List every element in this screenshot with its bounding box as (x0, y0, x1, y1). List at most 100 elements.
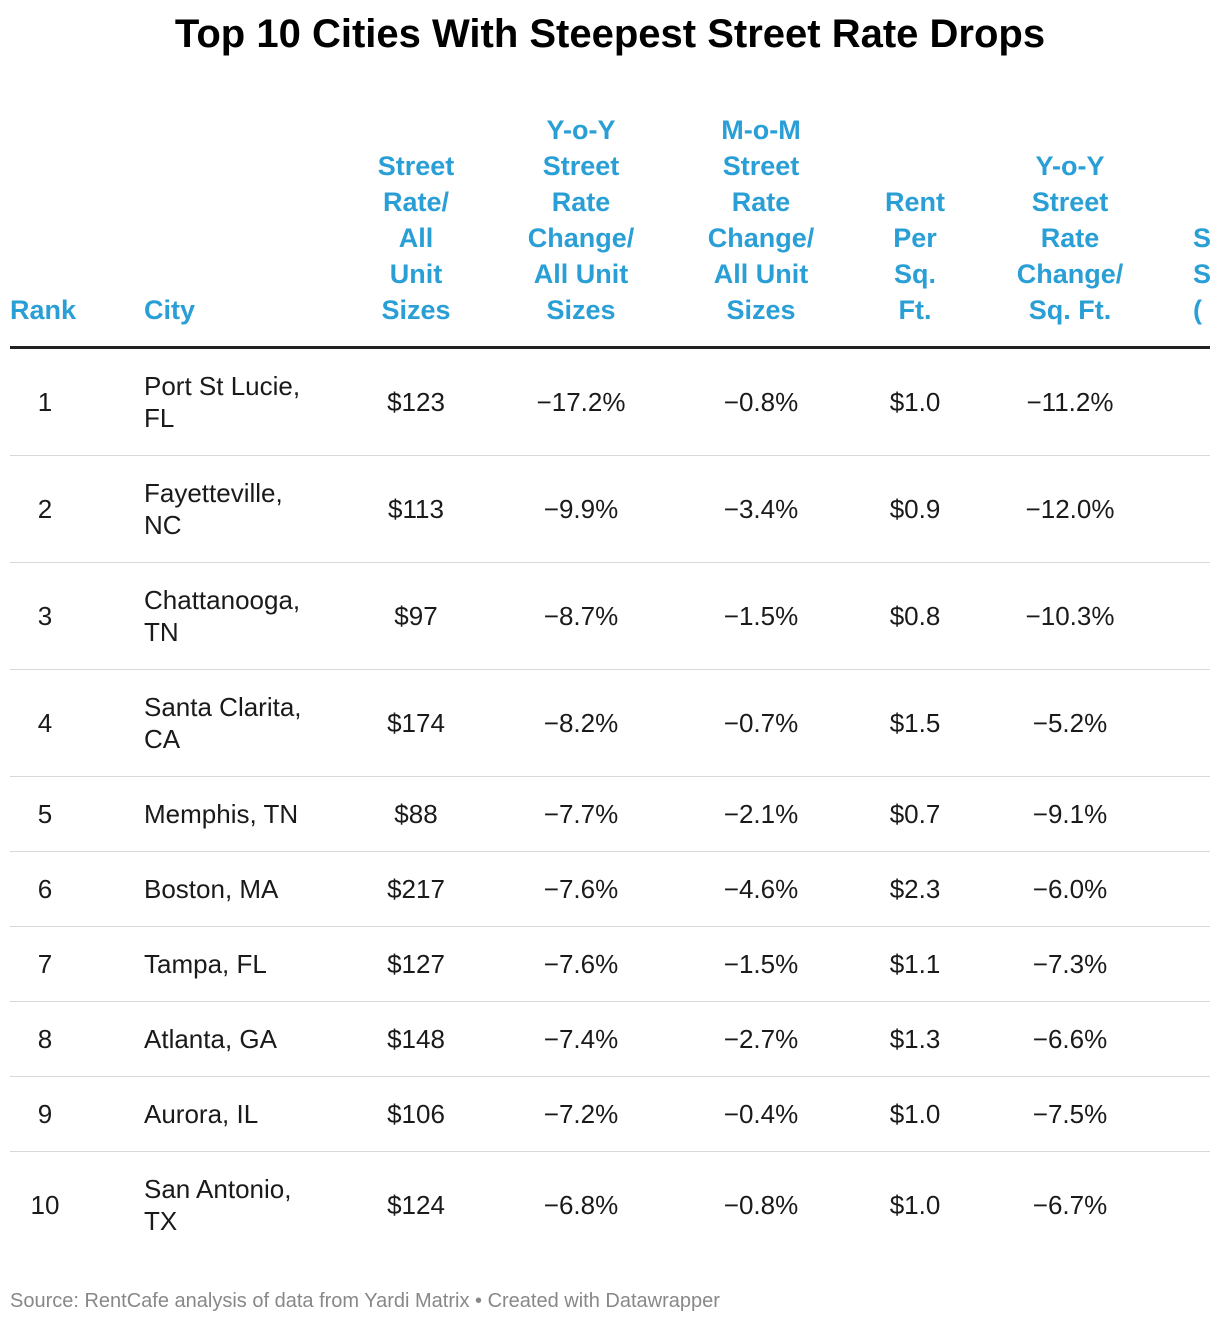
table-cell: −8.2% (488, 669, 674, 777)
cell-value: −0.8% (723, 1190, 799, 1220)
table-cell: $1.3 (848, 1001, 982, 1077)
header-line: Rate (1040, 223, 1100, 253)
table-cell: −6.6% (982, 1001, 1158, 1077)
table-cell: $0.9 (848, 455, 982, 563)
column-header: Street Rate/All Unit Sizes (344, 112, 488, 349)
cell-value: $2.3 (889, 874, 941, 904)
cell-value: −0.8% (723, 387, 799, 417)
city: Tampa, FL (144, 949, 267, 979)
cell-value: −3.4% (723, 494, 799, 524)
header-line: Sizes (381, 295, 451, 325)
header-line: Y-o-Y (546, 115, 616, 145)
rank: 8 (37, 1024, 53, 1054)
cell-value: $174 (387, 708, 445, 738)
cell-value: −7.6% (543, 874, 619, 904)
header-line: Ft. (898, 295, 932, 325)
header-line: Unit (389, 259, 443, 289)
table-cell: 1 (10, 347, 144, 456)
city: Aurora, IL (144, 1099, 259, 1129)
table-cell (1158, 562, 1210, 670)
table-cell: Atlanta, GA (144, 1001, 344, 1077)
cell-value: $113 (388, 494, 444, 524)
table-cell: $127 (344, 926, 488, 1002)
cell-value: $1.0 (889, 1190, 941, 1220)
table-cell (1158, 851, 1210, 927)
table-cell: −2.1% (674, 776, 848, 852)
table-cell (1158, 1001, 1210, 1077)
table-cell: $88 (344, 776, 488, 852)
rank: 3 (37, 601, 53, 631)
cell-value: −0.4% (723, 1099, 799, 1129)
header-line: Street (542, 151, 620, 181)
cell-value: −7.6% (543, 949, 619, 979)
header-line: All (398, 223, 434, 253)
table-cell: −3.4% (674, 455, 848, 563)
table-cell: −17.2% (488, 347, 674, 456)
rank: 1 (37, 387, 53, 417)
cell-value: −4.6% (723, 874, 799, 904)
cell-value: −7.3% (1032, 949, 1108, 979)
cell-value: $124 (387, 1190, 445, 1220)
table-cell: Tampa, FL (144, 926, 344, 1002)
cell-value: −1.5% (723, 949, 799, 979)
table-row: 2 Fayetteville, NC $113 −9.9% −3.4% $0.9 −12.0… (10, 455, 1210, 563)
table-cell: −6.0% (982, 851, 1158, 927)
table-cell: −7.3% (982, 926, 1158, 1002)
rank: 10 (30, 1190, 60, 1220)
table-cell: 9 (10, 1076, 144, 1152)
table-row: 8 Atlanta, GA $148 −7.4% −2.7% $1.3 −6.6% (10, 1001, 1210, 1077)
table-cell: $148 (344, 1001, 488, 1077)
table-row: 5 Memphis, TN $88 −7.7% −2.1% $0.7 −9.1% (10, 776, 1210, 852)
table-cell (1158, 1076, 1210, 1152)
cell-value: −6.0% (1032, 874, 1108, 904)
header-line: Rate/ (382, 187, 450, 217)
rank: 6 (37, 874, 53, 904)
table-cell: −7.7% (488, 776, 674, 852)
table-cell: $174 (344, 669, 488, 777)
header-line: S (1193, 223, 1210, 253)
table-cell: $113 (344, 455, 488, 563)
cell-value: −8.7% (543, 601, 619, 631)
table-cell (1158, 455, 1210, 563)
table-cell: −4.6% (674, 851, 848, 927)
table-cell: $106 (344, 1076, 488, 1152)
cell-value: −2.1% (723, 799, 799, 829)
table-cell: $1.1 (848, 926, 982, 1002)
table-cell: Santa Clarita, CA (144, 669, 344, 777)
table-cell: Aurora, IL (144, 1076, 344, 1152)
cell-value: −7.2% (543, 1099, 619, 1129)
table-cell: 5 (10, 776, 144, 852)
table-cell: $2.3 (848, 851, 982, 927)
table-cell: $123 (344, 347, 488, 456)
cell-value: −6.7% (1032, 1190, 1108, 1220)
header-line: Street (1031, 187, 1109, 217)
cell-value: −9.1% (1032, 799, 1108, 829)
table-cell: $1.0 (848, 347, 982, 456)
table-cell: −1.5% (674, 926, 848, 1002)
header-line: Rate (731, 187, 791, 217)
column-header: Y-o-Y Street Rate Change/Sq. Ft. (982, 112, 1158, 349)
table-cell: −0.7% (674, 669, 848, 777)
header-line: Rate (551, 187, 611, 217)
cell-value: −7.7% (543, 799, 619, 829)
cell-value: −7.5% (1032, 1099, 1108, 1129)
cell-value: $217 (387, 874, 445, 904)
table-cell: Fayetteville, NC (144, 455, 344, 563)
header-line: Rank (10, 295, 77, 325)
source: Source: RentCafe analysis of data from Y… (10, 1290, 720, 1312)
table-cell: $1.5 (848, 669, 982, 777)
table-cell: $1.0 (848, 1076, 982, 1152)
cell-value: −6.6% (1032, 1024, 1108, 1054)
header-line: Street (722, 151, 800, 181)
table-cell (1158, 1152, 1210, 1259)
table-body: 1 Port St Lucie, FL $123 −17.2% −0.8% $1.0 −11… (10, 347, 1210, 1259)
table-cell: $0.7 (848, 776, 982, 852)
header-line: Sq. Ft. (1028, 295, 1112, 325)
rank: 5 (37, 799, 53, 829)
table-cell: −2.7% (674, 1001, 848, 1077)
title: Top 10 Cities With Steepest Street Rate … (174, 12, 1046, 56)
city: Atlanta, GA (144, 1024, 277, 1054)
table-cell: Chattanooga, TN (144, 562, 344, 670)
header-line: ( (1193, 295, 1202, 325)
table-cell: −7.6% (488, 926, 674, 1002)
